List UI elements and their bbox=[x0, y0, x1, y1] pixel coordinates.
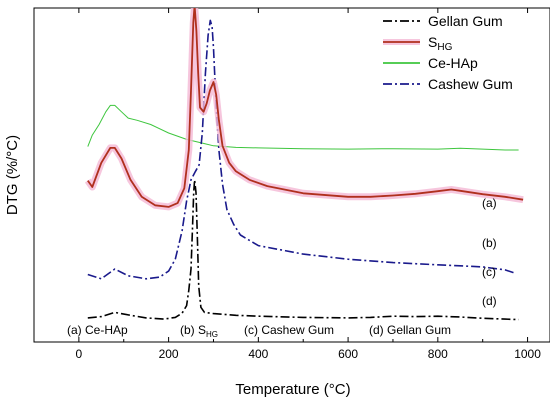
series-layer bbox=[84, 8, 524, 321]
curve-label: (b) bbox=[482, 236, 497, 250]
legend-label: Gellan Gum bbox=[428, 13, 503, 29]
legend-label: Cashew Gum bbox=[428, 76, 513, 92]
series-halo bbox=[84, 8, 524, 211]
bottom-annotation: (b) SHG bbox=[180, 323, 218, 339]
x-ticks: 0 200 400 600 800 1000 bbox=[33, 8, 541, 361]
series-line-ce-hap bbox=[87, 104, 519, 151]
x-tick-label: 400 bbox=[248, 347, 268, 361]
curve-label: (a) bbox=[482, 196, 497, 210]
x-tick-label: 0 bbox=[76, 347, 83, 361]
x-tick-label: 800 bbox=[428, 347, 448, 361]
x-tick-label: 600 bbox=[338, 347, 358, 361]
series-line-gellan-gum bbox=[87, 179, 519, 321]
legend-label: SHG bbox=[428, 34, 453, 53]
bottom-annotation: (d) Gellan Gum bbox=[369, 323, 451, 337]
bottom-annotation: (c) Cashew Gum bbox=[244, 323, 334, 337]
legend-label: Ce-HAp bbox=[428, 55, 478, 71]
y-axis-title: DTG (%/°C) bbox=[4, 135, 21, 215]
curve-label: (d) bbox=[482, 294, 497, 308]
curve-labels: (a) (b) (c) (d) bbox=[482, 196, 497, 308]
x-tick-label: 200 bbox=[159, 347, 179, 361]
plot-frame bbox=[33, 7, 550, 343]
bottom-annotations: (a) Ce-HAp (b) SHG (c) Cashew Gum (d) Gella… bbox=[67, 323, 451, 339]
x-tick-label: 1000 bbox=[514, 347, 541, 361]
series-line-cashew-gum bbox=[87, 19, 515, 280]
series-line-s-hg bbox=[87, 8, 524, 208]
bottom-annotation: (a) Ce-HAp bbox=[67, 323, 128, 337]
curve-label: (c) bbox=[482, 265, 496, 279]
x-axis-title: Temperature (°C) bbox=[235, 381, 350, 398]
legend: Gellan Gum SHG Ce-HAp Cashew Gum bbox=[383, 13, 513, 92]
